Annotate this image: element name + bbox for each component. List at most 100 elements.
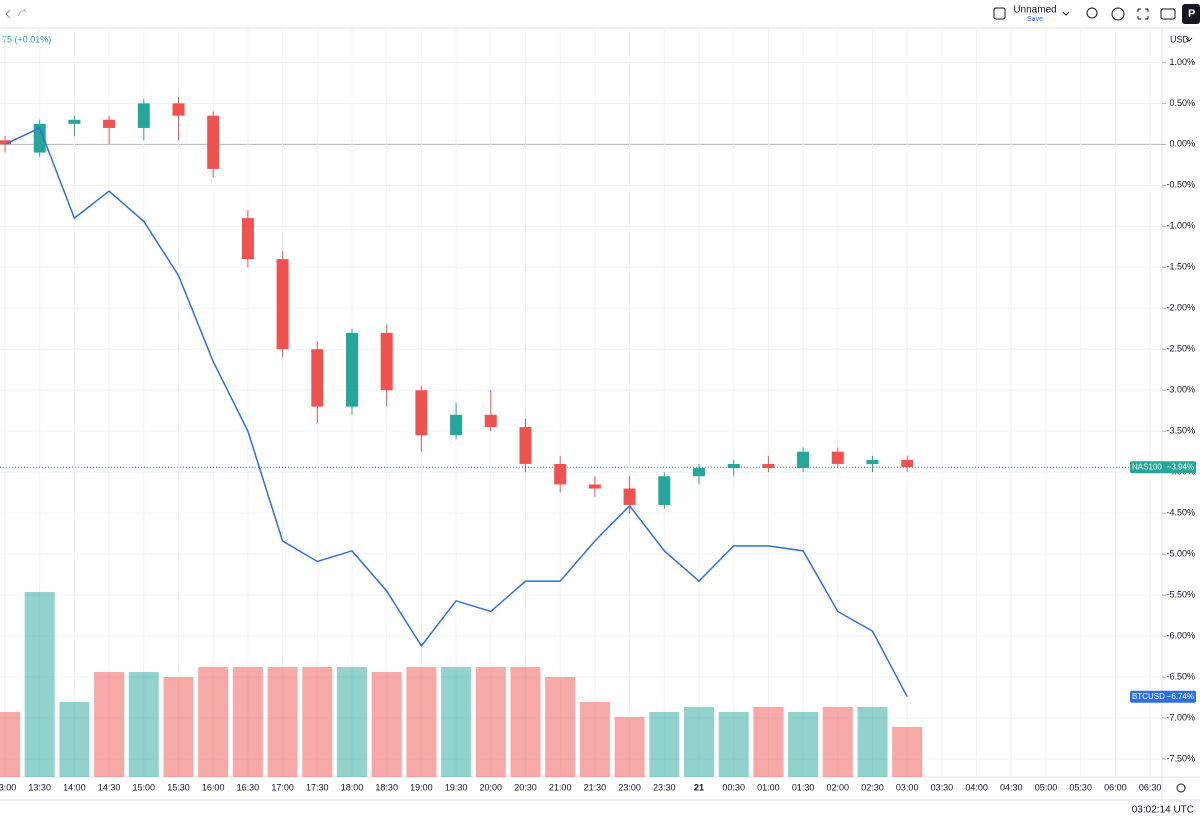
plot xyxy=(0,96,1162,698)
candle-body xyxy=(588,484,601,489)
x-tick-label: 18:30 xyxy=(375,782,398,792)
x-tick-label: 16:30 xyxy=(237,782,260,792)
x-tick-label: 02:00 xyxy=(827,782,850,792)
volume-bar xyxy=(857,707,888,777)
volume-bar xyxy=(232,667,263,777)
x-tick-label: 02:30 xyxy=(861,782,884,792)
x-tick-label: 16:00 xyxy=(202,782,225,792)
series-name-tag: NAS100 xyxy=(1132,462,1162,471)
last-value-tag xyxy=(1130,690,1196,703)
y-tick-label: -3.00% xyxy=(1166,385,1195,395)
candle-body xyxy=(519,427,532,464)
x-tick-label: 06:00 xyxy=(1104,782,1127,792)
candle-body xyxy=(762,463,775,469)
candle-body xyxy=(831,451,844,464)
legend-text: 75 (+0.01%) xyxy=(2,34,51,44)
snapshot-icon[interactable] xyxy=(1160,8,1176,20)
y-tick-label: -4.50% xyxy=(1166,508,1195,518)
volume-bar xyxy=(545,677,576,777)
candle-body xyxy=(380,332,393,391)
volume-bar xyxy=(371,672,402,777)
undo-icon[interactable] xyxy=(5,9,11,19)
volume-bar xyxy=(614,717,645,777)
y-tick-label: -1.00% xyxy=(1166,221,1195,231)
y-tick-label: 1.00% xyxy=(1169,57,1195,67)
volume-bar xyxy=(163,677,194,777)
fullscreen-icon[interactable] xyxy=(1137,8,1149,20)
candle-body xyxy=(137,103,150,128)
redo-icon[interactable] xyxy=(17,8,27,17)
x-tick-label: 17:30 xyxy=(306,782,329,792)
volume-bar xyxy=(198,667,229,777)
x-tick-label: 19:00 xyxy=(410,782,433,792)
x-tick-label: 19:30 xyxy=(445,782,468,792)
x-tick-label: 14:00 xyxy=(63,782,86,792)
candle-body xyxy=(0,140,11,145)
x-tick-label: 21 xyxy=(694,782,704,792)
volume-bar xyxy=(753,707,784,777)
candle-body xyxy=(658,476,671,505)
candle-body xyxy=(311,349,324,407)
volume-bar xyxy=(302,667,333,777)
volume-bar xyxy=(510,667,541,777)
y-tick-label: -2.50% xyxy=(1166,344,1195,354)
volume-bar xyxy=(267,667,298,777)
candle-body xyxy=(241,218,254,260)
x-tick-label: 05:00 xyxy=(1035,782,1058,792)
currency-label[interactable]: USD xyxy=(1170,34,1190,44)
last-value-label: −3.94% xyxy=(1167,462,1194,471)
last-value-tag xyxy=(1130,461,1196,474)
x-tick-label: 01:30 xyxy=(792,782,815,792)
toolbar xyxy=(0,0,1200,28)
x-tick-label: 17:00 xyxy=(271,782,294,792)
y-tick-label: -6.00% xyxy=(1166,630,1195,640)
volume-bar xyxy=(406,667,437,777)
x-tick-label: 13:30 xyxy=(28,782,51,792)
y-tick-label: -5.00% xyxy=(1166,548,1195,558)
volume-bar xyxy=(649,712,680,777)
candle-body xyxy=(866,459,879,464)
currency-dropdown[interactable] xyxy=(1185,37,1193,42)
scale-settings-icon[interactable] xyxy=(1176,783,1186,793)
x-tick-label: 20:00 xyxy=(480,782,503,792)
y-tick-label: -2.00% xyxy=(1166,303,1195,313)
grid xyxy=(0,28,1162,777)
publish-button[interactable] xyxy=(1182,4,1200,24)
x-tick-label: 14:30 xyxy=(98,782,121,792)
x-tick-label: 03:00 xyxy=(896,782,919,792)
volume-bar xyxy=(59,702,90,777)
candle-body xyxy=(68,119,81,124)
publish-label[interactable]: P xyxy=(1188,8,1195,20)
x-tick-label: 23:00 xyxy=(618,782,641,792)
save-label[interactable]: Save xyxy=(1027,16,1043,23)
volume-bar xyxy=(684,707,714,777)
y-tick-label: -1.50% xyxy=(1166,262,1195,272)
x-tick-label: 15:00 xyxy=(133,782,156,792)
x-tick-label: 04:00 xyxy=(965,782,988,792)
candle-body xyxy=(103,119,116,128)
x-tick-label: 13:00 xyxy=(0,782,16,792)
x-tick-label: 15:30 xyxy=(167,782,190,792)
volume-bar xyxy=(718,712,749,777)
candle-body xyxy=(172,103,185,116)
clock: 03:02:14 UTC xyxy=(1132,805,1194,816)
volume-bar xyxy=(94,672,125,777)
volume-bar xyxy=(128,672,159,777)
y-tick-label: 0.50% xyxy=(1169,98,1195,108)
settings-icon[interactable] xyxy=(1111,7,1125,21)
search-icon[interactable] xyxy=(1086,7,1098,19)
candle-body xyxy=(33,123,46,153)
y-tick-label: 0.00% xyxy=(1169,139,1195,149)
layout-name[interactable]: Unnamed xyxy=(1013,5,1056,16)
candle-body xyxy=(554,463,567,485)
x-tick-label: 04:30 xyxy=(1000,782,1023,792)
y-tick-label: -0.50% xyxy=(1166,180,1195,190)
volume xyxy=(0,592,923,777)
x-tick-label: 18:00 xyxy=(341,782,364,792)
layout-icon[interactable] xyxy=(993,7,1006,20)
dropdown-icon[interactable] xyxy=(1062,11,1070,16)
volume-bar xyxy=(892,727,923,777)
line xyxy=(4,126,908,698)
series-name-tag: BTCUSD xyxy=(1132,692,1165,701)
